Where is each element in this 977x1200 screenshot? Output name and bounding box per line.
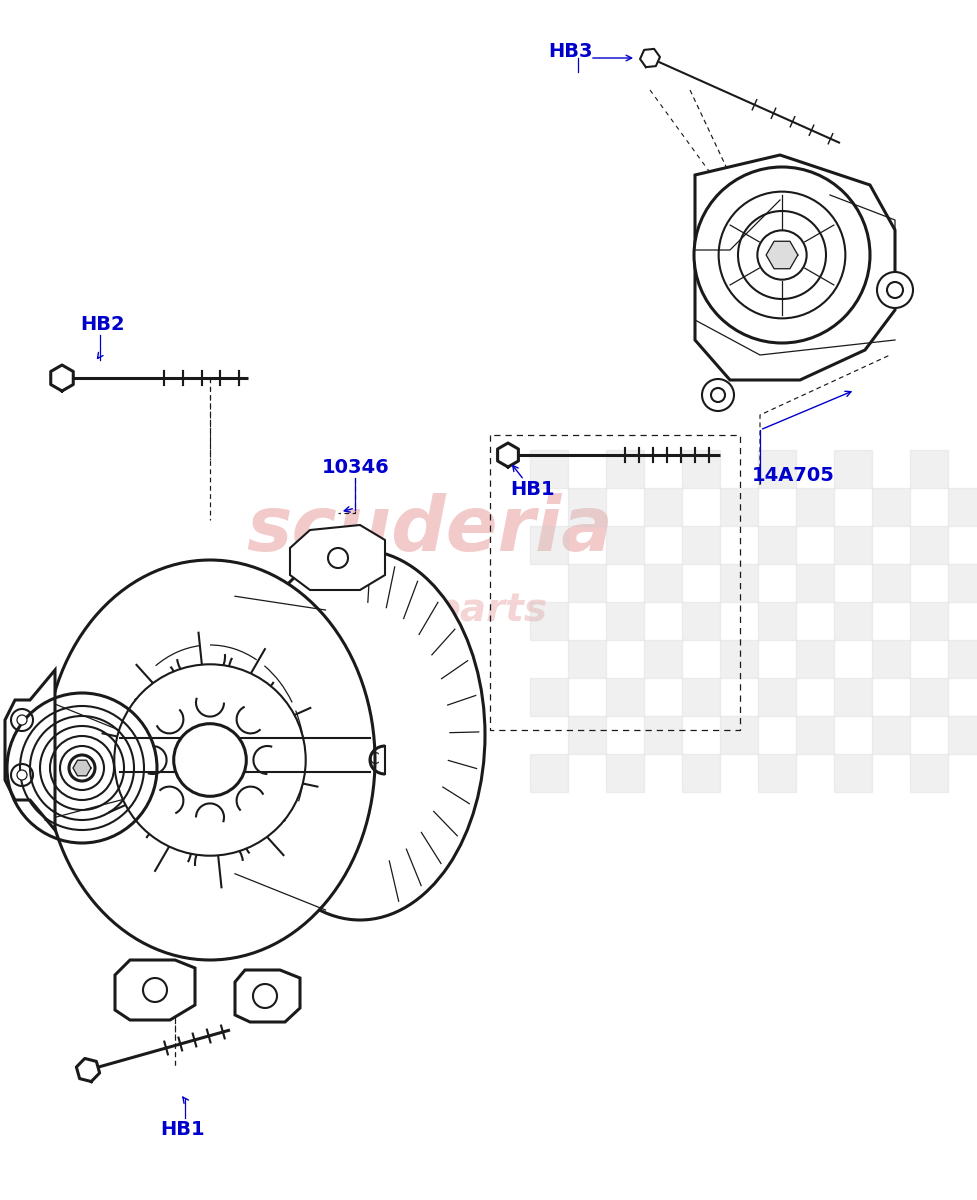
Bar — [606, 602, 644, 640]
Circle shape — [11, 709, 33, 731]
Circle shape — [253, 984, 277, 1008]
Circle shape — [328, 548, 348, 568]
Bar — [872, 488, 910, 526]
Bar — [606, 754, 644, 792]
Polygon shape — [73, 761, 91, 775]
Bar — [568, 716, 606, 754]
Polygon shape — [766, 241, 798, 269]
Polygon shape — [640, 49, 659, 67]
Bar — [644, 488, 682, 526]
Circle shape — [711, 388, 725, 402]
Circle shape — [877, 272, 913, 308]
Bar — [948, 716, 977, 754]
Bar — [910, 678, 948, 716]
Circle shape — [719, 192, 845, 318]
Polygon shape — [290, 526, 385, 590]
Bar — [872, 640, 910, 678]
Bar — [682, 450, 720, 488]
Bar — [682, 602, 720, 640]
Bar — [910, 526, 948, 564]
Bar — [796, 564, 834, 602]
Bar — [720, 716, 758, 754]
Bar — [910, 602, 948, 640]
Polygon shape — [497, 443, 519, 467]
Bar — [682, 678, 720, 716]
Circle shape — [114, 665, 306, 856]
Bar — [948, 564, 977, 602]
Bar — [910, 450, 948, 488]
Bar — [758, 602, 796, 640]
Bar — [910, 754, 948, 792]
Bar — [720, 640, 758, 678]
Circle shape — [702, 379, 734, 410]
Bar — [606, 450, 644, 488]
Bar — [606, 678, 644, 716]
Circle shape — [17, 770, 27, 780]
Bar — [948, 640, 977, 678]
Text: 14A705: 14A705 — [752, 466, 835, 485]
Polygon shape — [115, 960, 195, 1020]
Text: parts: parts — [433, 590, 547, 629]
Bar — [530, 602, 568, 640]
Circle shape — [757, 230, 807, 280]
Bar — [568, 488, 606, 526]
Bar — [834, 754, 872, 792]
Bar — [644, 716, 682, 754]
Bar — [530, 678, 568, 716]
Text: scuderia: scuderia — [246, 493, 614, 566]
Bar — [796, 716, 834, 754]
Bar — [872, 564, 910, 602]
Bar — [834, 678, 872, 716]
Bar — [948, 488, 977, 526]
Circle shape — [143, 978, 167, 1002]
Bar — [720, 564, 758, 602]
Circle shape — [694, 167, 870, 343]
Circle shape — [11, 764, 33, 786]
Bar — [758, 754, 796, 792]
Ellipse shape — [235, 550, 485, 920]
Bar — [530, 754, 568, 792]
Bar — [682, 754, 720, 792]
Bar — [568, 564, 606, 602]
Bar — [606, 526, 644, 564]
Polygon shape — [51, 365, 73, 391]
Bar — [530, 450, 568, 488]
Polygon shape — [76, 1058, 100, 1081]
Polygon shape — [5, 670, 55, 830]
Bar — [796, 488, 834, 526]
Circle shape — [174, 724, 246, 797]
Bar — [758, 450, 796, 488]
Bar — [644, 640, 682, 678]
Bar — [644, 564, 682, 602]
Text: HB1: HB1 — [160, 1120, 204, 1139]
Circle shape — [738, 211, 826, 299]
Text: 10346: 10346 — [322, 458, 390, 476]
Bar — [872, 716, 910, 754]
Bar — [834, 602, 872, 640]
Text: HB3: HB3 — [548, 42, 592, 61]
Bar — [568, 640, 606, 678]
Bar — [796, 640, 834, 678]
Polygon shape — [695, 155, 895, 380]
Bar — [834, 526, 872, 564]
Bar — [682, 526, 720, 564]
Bar — [758, 526, 796, 564]
Text: HB2: HB2 — [80, 314, 125, 334]
Bar — [834, 450, 872, 488]
Circle shape — [887, 282, 903, 298]
Bar — [720, 488, 758, 526]
Text: C: C — [367, 752, 378, 768]
Circle shape — [69, 755, 95, 781]
Polygon shape — [235, 970, 300, 1022]
Ellipse shape — [45, 560, 375, 960]
Bar — [530, 526, 568, 564]
Circle shape — [17, 715, 27, 725]
Bar — [758, 678, 796, 716]
Text: HB1: HB1 — [510, 480, 555, 499]
